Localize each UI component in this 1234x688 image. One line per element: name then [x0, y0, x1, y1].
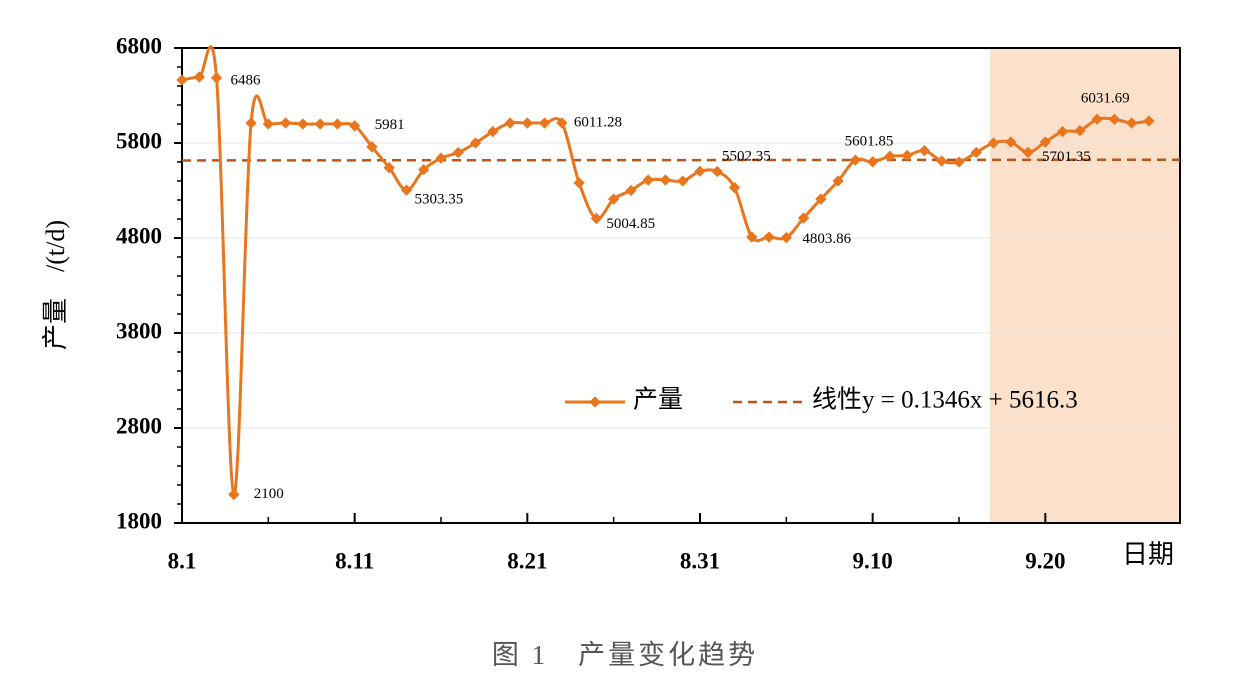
data-point — [659, 174, 672, 186]
data-point — [538, 117, 551, 129]
data-point — [469, 137, 482, 149]
data-point — [1022, 146, 1034, 159]
data-point — [746, 231, 758, 243]
y-tick-label: 3800 — [116, 318, 162, 343]
data-point — [953, 156, 965, 168]
data-point — [780, 231, 792, 244]
data-label: 5701.35 — [1042, 149, 1091, 165]
data-point — [1108, 113, 1121, 125]
data-label: 6031.69 — [1081, 90, 1130, 106]
x-tick-label: 8.1 — [168, 548, 197, 573]
y-tick-label: 4800 — [116, 223, 162, 248]
x-tick-label: 9.20 — [1025, 548, 1065, 573]
data-point — [936, 155, 948, 167]
data-point — [901, 149, 913, 162]
data-point — [1125, 117, 1138, 129]
data-point — [435, 152, 447, 164]
data-point — [245, 117, 257, 129]
data-point — [728, 181, 741, 194]
data-point — [210, 72, 223, 84]
data-point — [297, 118, 309, 130]
data-point — [849, 154, 862, 166]
legend-label: 产量 — [633, 386, 683, 414]
data-point — [711, 165, 723, 178]
x-tick-label: 8.11 — [335, 548, 374, 573]
x-tick-label: 8.31 — [680, 548, 720, 573]
data-point — [418, 163, 430, 176]
data-point — [314, 118, 326, 130]
data-point — [383, 162, 395, 174]
data-point — [1039, 136, 1051, 148]
data-point — [521, 117, 533, 129]
data-point — [918, 144, 931, 157]
x-axis-label: 日期 — [1122, 540, 1174, 569]
data-point — [642, 174, 654, 186]
data-label: 2100 — [254, 486, 284, 502]
data-label: 5981 — [375, 117, 405, 133]
data-point — [279, 117, 292, 129]
y-tick-label: 5800 — [116, 128, 162, 153]
data-point — [366, 141, 378, 153]
data-point — [1143, 115, 1155, 127]
data-point — [694, 165, 706, 177]
data-point — [228, 488, 240, 501]
data-point — [487, 125, 499, 138]
data-point — [590, 212, 603, 225]
data-point — [815, 193, 827, 205]
data-point — [884, 150, 896, 162]
y-tick-label: 2800 — [116, 413, 162, 438]
data-label: 5004.85 — [606, 216, 655, 232]
data-point — [176, 74, 188, 86]
y-axis-label: 产量 /(t/d) — [41, 220, 70, 350]
data-point — [1091, 113, 1103, 125]
data-point — [625, 184, 637, 197]
data-point — [677, 175, 689, 187]
data-point — [573, 177, 585, 189]
data-point — [1005, 136, 1017, 148]
data-point — [987, 137, 1000, 149]
y-tick-label: 6800 — [116, 33, 162, 58]
x-tick-label: 8.21 — [507, 548, 547, 573]
x-tick-label: 9.10 — [853, 548, 893, 573]
caption: 图 1 产量变化趋势 — [492, 640, 758, 670]
legend-label: 线性y = 0.1346x + 5616.3 — [812, 386, 1078, 414]
data-point — [970, 146, 982, 159]
trend-line — [181, 158, 1181, 162]
data-point — [867, 156, 879, 168]
data-label: 6011.28 — [574, 114, 622, 130]
data-point — [331, 118, 344, 130]
data-point — [797, 212, 810, 224]
data-point — [400, 184, 413, 196]
data-label: 5502.35 — [722, 149, 771, 165]
y-tick-label: 1800 — [116, 508, 162, 533]
legend-marker — [589, 396, 601, 408]
plot-frame — [181, 47, 1181, 524]
data-point — [504, 117, 516, 129]
data-point — [763, 231, 775, 243]
data-label: 4803.86 — [802, 231, 851, 247]
data-point — [608, 193, 620, 205]
data-label: 5303.35 — [414, 192, 463, 208]
data-label: 5601.85 — [845, 133, 894, 149]
data-point — [832, 175, 844, 187]
data-point — [452, 146, 464, 159]
data-label: 6486 — [231, 72, 262, 88]
